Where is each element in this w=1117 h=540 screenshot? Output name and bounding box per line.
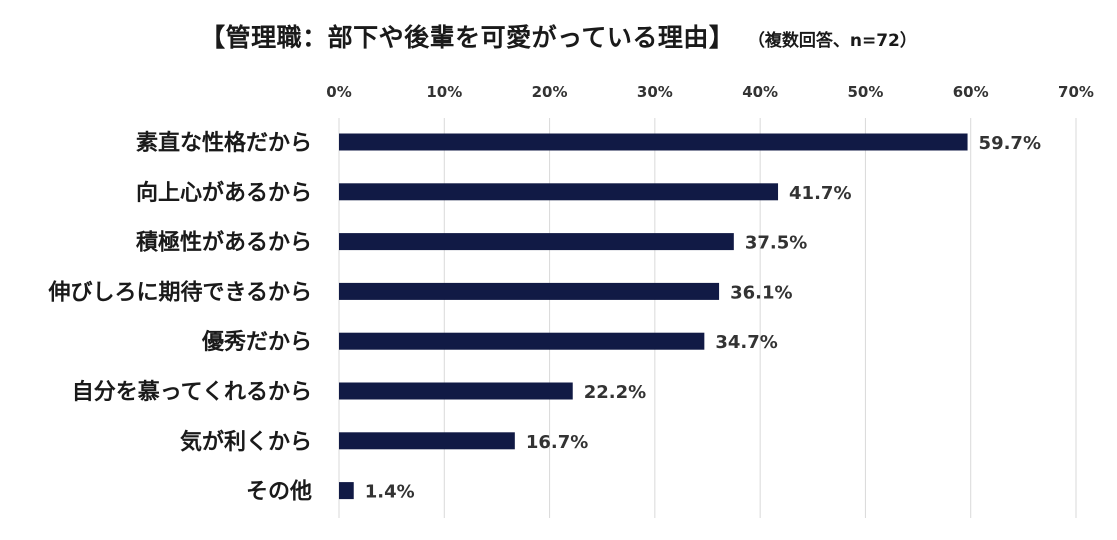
chart-subtitle: （複数回答、n=72） [756,31,917,51]
data-label: 41.7% [789,183,851,204]
category-label: 積極性があるから [136,230,312,256]
category-labels: 素直な性格だから向上心があるから積極性があるから伸びしろに期待できるから優秀だか… [47,130,312,505]
data-label: 22.2% [584,382,646,403]
bar [339,432,515,450]
bar [339,332,705,350]
x-tick-label: 30% [637,83,673,101]
chart-title-main: 【管理職：部下や後輩を可愛がっている理由】 [200,23,735,52]
category-label: その他 [246,480,312,505]
category-label: 向上心があるから [136,180,312,206]
x-tick-labels: 0% 10% 20% 30% 40% 50% 60% 70% [326,83,1094,101]
category-label: 伸びしろに期待できるから [47,279,312,305]
category-label: 気が利くから [180,429,312,455]
x-tick-label: 10% [426,83,462,101]
x-tick-label: 20% [532,83,568,101]
data-label: 37.5% [745,233,807,254]
chart-title: 【管理職：部下や後輩を可愛がっている理由】 （複数回答、n=72） [0,18,1117,54]
data-label: 1.4% [365,482,415,503]
bar [339,382,573,400]
category-label: 自分を慕ってくれるから [72,379,312,405]
x-tick-label: 70% [1058,83,1094,101]
x-tick-label: 0% [326,83,351,101]
value-labels: 59.7% 41.7% 37.5% 36.1% 34.7% 22.2% 16.7% 1.4% [365,133,1041,503]
x-tick-label: 40% [742,83,778,101]
bar [339,133,968,151]
bar [339,233,734,251]
bars [339,133,968,500]
data-label: 16.7% [526,432,588,453]
bar [339,482,354,500]
x-tick-label: 60% [953,83,989,101]
data-label: 36.1% [730,282,792,303]
category-label: 優秀だから [201,330,312,355]
data-label: 34.7% [715,332,777,353]
gridlines [338,118,1077,518]
x-tick-label: 50% [847,83,883,101]
bar [339,282,720,300]
data-label: 59.7% [979,133,1041,154]
category-label: 素直な性格だから [136,130,312,156]
bar [339,183,779,201]
